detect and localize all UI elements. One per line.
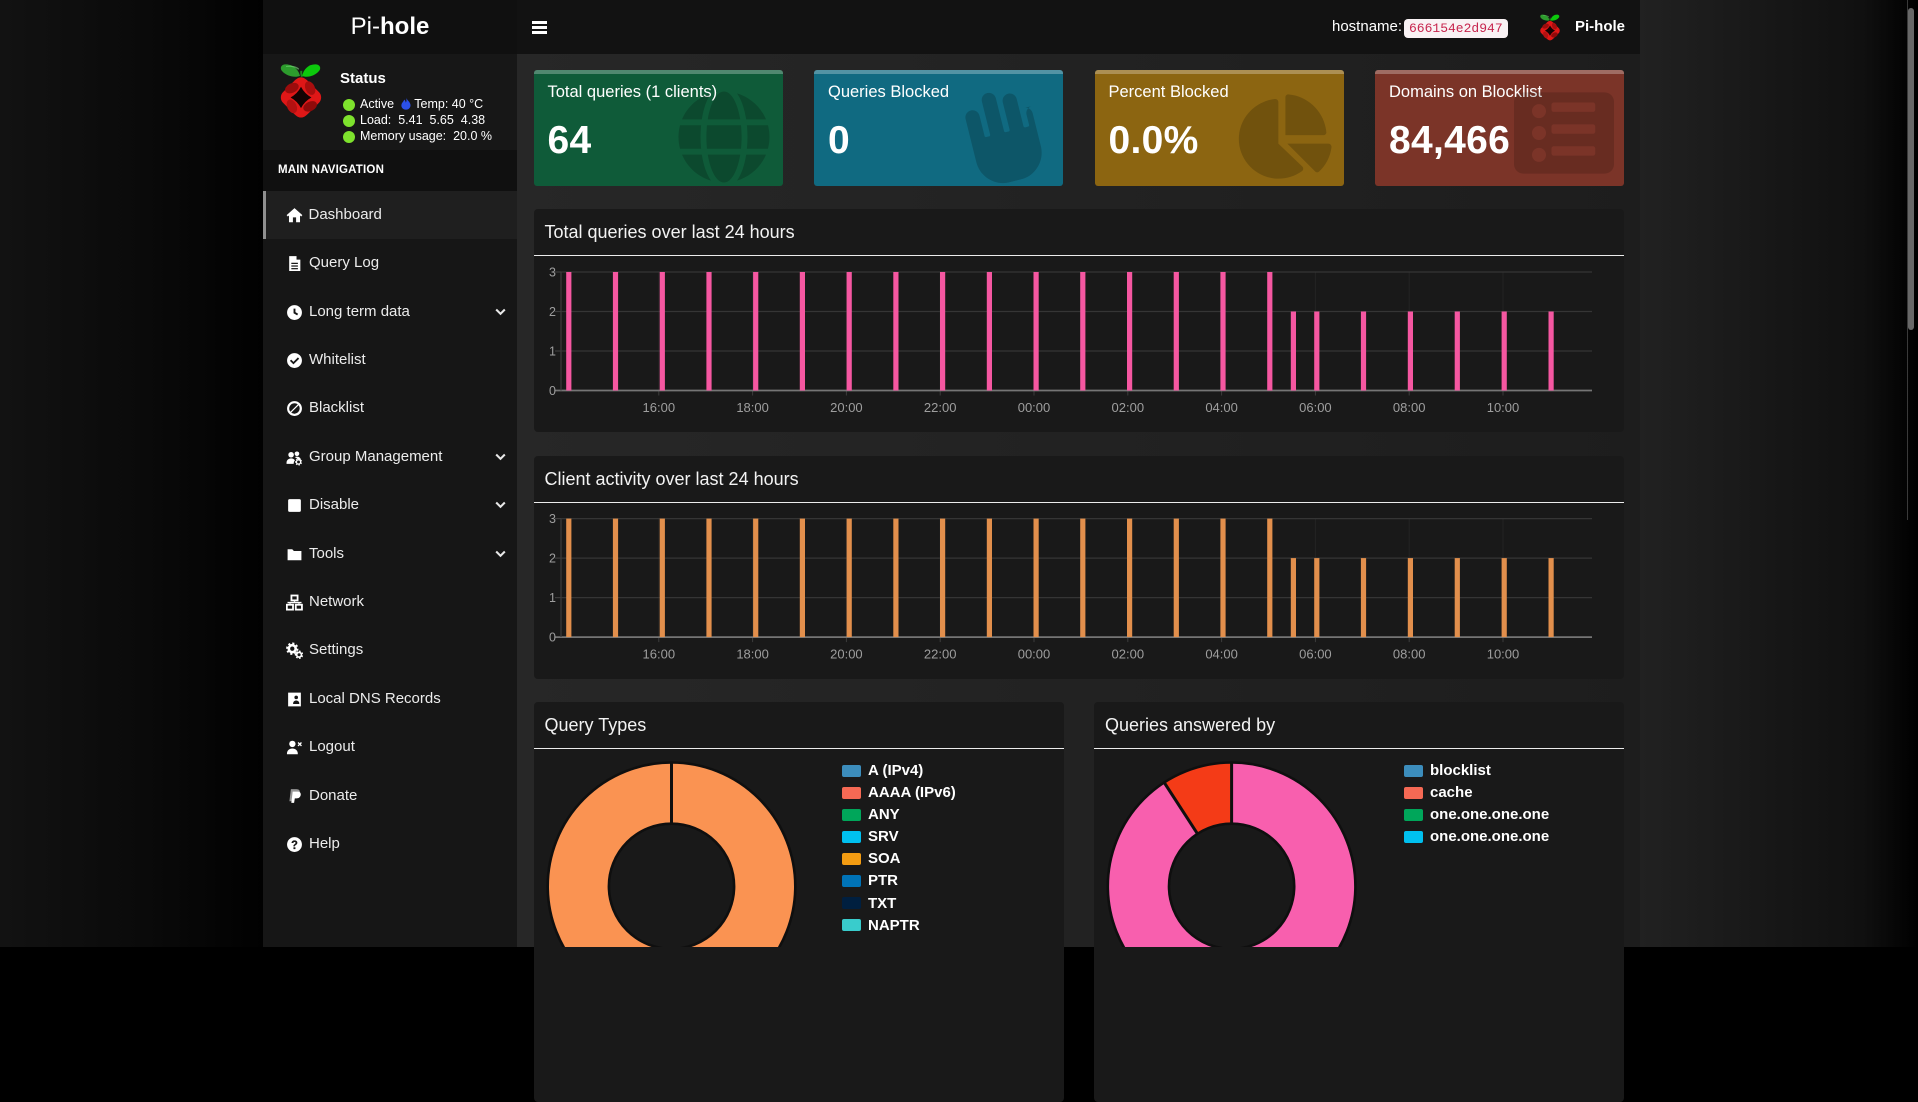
svg-text:02:00: 02:00 bbox=[1112, 400, 1145, 415]
svg-text:06:00: 06:00 bbox=[1299, 647, 1332, 662]
svg-text:0: 0 bbox=[549, 384, 556, 398]
svg-text:2: 2 bbox=[549, 305, 556, 319]
svg-text:04:00: 04:00 bbox=[1205, 400, 1238, 415]
svg-text:1: 1 bbox=[549, 345, 556, 359]
svg-text:16:00: 16:00 bbox=[643, 647, 676, 662]
svg-text:3: 3 bbox=[549, 512, 556, 526]
svg-text:08:00: 08:00 bbox=[1393, 400, 1426, 415]
svg-text:02:00: 02:00 bbox=[1112, 647, 1145, 662]
svg-text:20:00: 20:00 bbox=[830, 400, 863, 415]
svg-text:1: 1 bbox=[549, 591, 556, 605]
svg-text:10:00: 10:00 bbox=[1487, 647, 1520, 662]
svg-text:08:00: 08:00 bbox=[1393, 647, 1426, 662]
svg-text:04:00: 04:00 bbox=[1205, 647, 1238, 662]
svg-text:00:00: 00:00 bbox=[1018, 400, 1051, 415]
svg-text:10:00: 10:00 bbox=[1487, 400, 1520, 415]
svg-text:3: 3 bbox=[549, 266, 556, 280]
svg-text:18:00: 18:00 bbox=[736, 647, 769, 662]
svg-text:2: 2 bbox=[549, 552, 556, 566]
svg-text:20:00: 20:00 bbox=[830, 647, 863, 662]
svg-text:16:00: 16:00 bbox=[643, 400, 676, 415]
svg-text:00:00: 00:00 bbox=[1018, 647, 1051, 662]
svg-text:18:00: 18:00 bbox=[736, 400, 769, 415]
svg-text:22:00: 22:00 bbox=[924, 647, 957, 662]
svg-text:0: 0 bbox=[549, 631, 556, 645]
svg-text:22:00: 22:00 bbox=[924, 400, 957, 415]
svg-text:06:00: 06:00 bbox=[1299, 400, 1332, 415]
